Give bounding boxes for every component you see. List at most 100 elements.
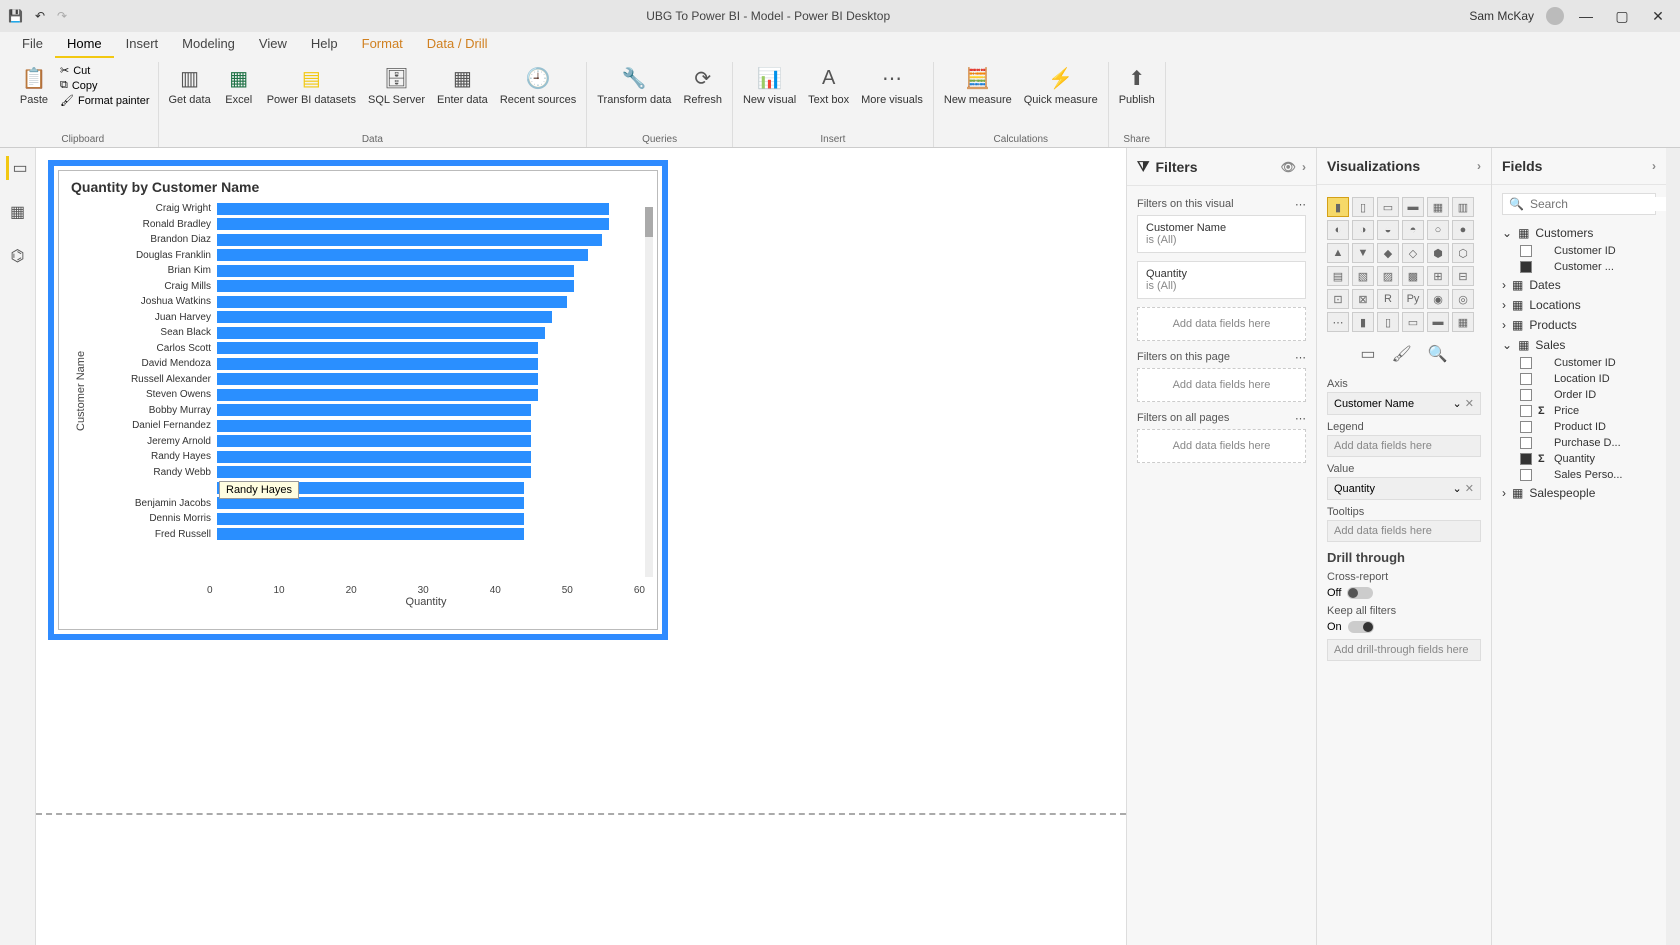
checkbox[interactable]: [1520, 357, 1532, 369]
bar-row[interactable]: Bobby Murray: [87, 403, 645, 419]
field-customer-id[interactable]: Customer ID: [1502, 355, 1656, 371]
chart-scrollbar[interactable]: [645, 207, 653, 577]
bar[interactable]: [217, 327, 545, 339]
publish-button[interactable]: ⬆Publish: [1115, 62, 1159, 108]
field-order-id[interactable]: Order ID: [1502, 387, 1656, 403]
bar[interactable]: [217, 513, 524, 525]
field-quantity[interactable]: ΣQuantity: [1502, 451, 1656, 467]
format-painter-button[interactable]: 🖌Format painter: [60, 94, 150, 107]
fields-table-locations[interactable]: ›▦Locations: [1502, 295, 1656, 315]
viz-type-icon[interactable]: ▦: [1452, 312, 1474, 332]
tab-format[interactable]: Format: [350, 32, 415, 58]
tooltips-fieldwell[interactable]: Add data fields here: [1327, 520, 1481, 542]
viz-type-icon[interactable]: ▯: [1352, 197, 1374, 217]
viz-type-icon[interactable]: ◎: [1452, 289, 1474, 309]
viz-type-icon[interactable]: ◑: [1352, 220, 1374, 240]
filter-card[interactable]: Customer Nameis (All): [1137, 215, 1306, 253]
bar-row[interactable]: Randy Webb: [87, 465, 645, 481]
get-data-button[interactable]: ▥Get data: [165, 62, 215, 108]
bar-row[interactable]: Craig Mills: [87, 279, 645, 295]
format-tab-icon[interactable]: 🖌: [1391, 344, 1411, 364]
checkbox[interactable]: [1520, 373, 1532, 385]
bar[interactable]: [217, 451, 531, 463]
text-box-button[interactable]: AText box: [804, 62, 853, 108]
bar-row[interactable]: Benjamin Jacobs: [87, 496, 645, 512]
quick-measure-button[interactable]: ⚡Quick measure: [1020, 62, 1102, 108]
viz-type-icon[interactable]: ▧: [1352, 266, 1374, 286]
chevron-down-icon[interactable]: ⌄: [1453, 483, 1462, 495]
undo-icon[interactable]: ↶: [35, 9, 45, 23]
field-location-id[interactable]: Location ID: [1502, 371, 1656, 387]
viz-type-icon[interactable]: ▯: [1377, 312, 1399, 332]
bar-row[interactable]: Randy Hayes: [87, 449, 645, 465]
viz-type-icon[interactable]: ⬡: [1452, 243, 1474, 263]
tab-file[interactable]: File: [10, 32, 55, 58]
bar[interactable]: [217, 466, 531, 478]
bar[interactable]: [217, 358, 538, 370]
viz-type-icon[interactable]: ●: [1452, 220, 1474, 240]
bar[interactable]: [217, 389, 538, 401]
filters-visual-dropzone[interactable]: Add data fields here: [1137, 307, 1306, 341]
bar-row[interactable]: Douglas Franklin: [87, 248, 645, 264]
fields-table-products[interactable]: ›▦Products: [1502, 315, 1656, 335]
collapse-icon[interactable]: ›: [1302, 160, 1306, 174]
viz-type-icon[interactable]: ⬢: [1427, 243, 1449, 263]
checkbox[interactable]: [1520, 437, 1532, 449]
bar[interactable]: [217, 203, 609, 215]
field-purchase-d-[interactable]: Purchase D...: [1502, 435, 1656, 451]
bar-row[interactable]: Juan Harvey: [87, 310, 645, 326]
filters-page-dropzone[interactable]: Add data fields here: [1137, 368, 1306, 402]
bar-row[interactable]: Dennis Morris: [87, 511, 645, 527]
viz-type-icon[interactable]: ⊡: [1327, 289, 1349, 309]
viz-type-icon[interactable]: ▥: [1452, 197, 1474, 217]
viz-type-icon[interactable]: ▤: [1327, 266, 1349, 286]
bar[interactable]: [217, 373, 538, 385]
bar-row[interactable]: Brandon Diaz: [87, 232, 645, 248]
bar[interactable]: [217, 249, 588, 261]
checkbox[interactable]: [1520, 469, 1532, 481]
viz-type-icon[interactable]: ◉: [1427, 289, 1449, 309]
viz-type-icon[interactable]: ◇: [1402, 243, 1424, 263]
checkbox[interactable]: [1520, 405, 1532, 417]
bar-row[interactable]: Steven Owens: [87, 387, 645, 403]
viz-type-icon[interactable]: ▬: [1402, 197, 1424, 217]
bar[interactable]: [217, 311, 552, 323]
paste-button[interactable]: 📋Paste: [14, 62, 54, 108]
collapse-icon[interactable]: ›: [1477, 159, 1481, 173]
viz-type-icon[interactable]: ▲: [1327, 243, 1349, 263]
axis-fieldwell[interactable]: Customer Name⌄ ✕: [1327, 392, 1481, 415]
pbi-datasets-button[interactable]: ▤Power BI datasets: [263, 62, 360, 108]
save-icon[interactable]: 💾: [8, 9, 23, 23]
fields-tab-icon[interactable]: ▭: [1360, 344, 1375, 364]
report-view-icon[interactable]: ▭: [6, 156, 30, 180]
fields-table-sales[interactable]: ⌄▦Sales: [1502, 335, 1656, 355]
viz-type-icon[interactable]: ◒: [1377, 220, 1399, 240]
bar[interactable]: [217, 234, 602, 246]
bar[interactable]: [217, 218, 609, 230]
field-customer-[interactable]: Customer ...: [1502, 259, 1656, 275]
bar[interactable]: [217, 280, 574, 292]
bar-row[interactable]: Ronald Bradley: [87, 217, 645, 233]
bar[interactable]: [217, 420, 531, 432]
remove-icon[interactable]: ✕: [1465, 483, 1474, 495]
bar-row[interactable]: Daniel Fernandez: [87, 418, 645, 434]
redo-icon[interactable]: ↷: [57, 9, 67, 23]
bar[interactable]: [217, 404, 531, 416]
viz-type-icon[interactable]: ▨: [1377, 266, 1399, 286]
new-visual-button[interactable]: 📊New visual: [739, 62, 800, 108]
enter-data-button[interactable]: ▦Enter data: [433, 62, 492, 108]
viz-type-icon[interactable]: ⊠: [1352, 289, 1374, 309]
viz-type-icon[interactable]: ◐: [1327, 220, 1349, 240]
recent-sources-button[interactable]: 🕘Recent sources: [496, 62, 580, 108]
viz-type-icon[interactable]: R: [1377, 289, 1399, 309]
viz-type-icon[interactable]: ▩: [1402, 266, 1424, 286]
legend-fieldwell[interactable]: Add data fields here: [1327, 435, 1481, 457]
excel-button[interactable]: ▦Excel: [219, 62, 259, 108]
bar[interactable]: [217, 497, 524, 509]
fields-table-salespeople[interactable]: ›▦Salespeople: [1502, 483, 1656, 503]
viz-type-icon[interactable]: ▦: [1427, 197, 1449, 217]
maximize-button[interactable]: ▢: [1608, 8, 1636, 25]
bar-row[interactable]: Jeremy Arnold: [87, 434, 645, 450]
report-canvas[interactable]: Quantity by Customer Name Customer Name …: [36, 148, 1126, 945]
viz-type-icon[interactable]: ⋯: [1327, 312, 1349, 332]
